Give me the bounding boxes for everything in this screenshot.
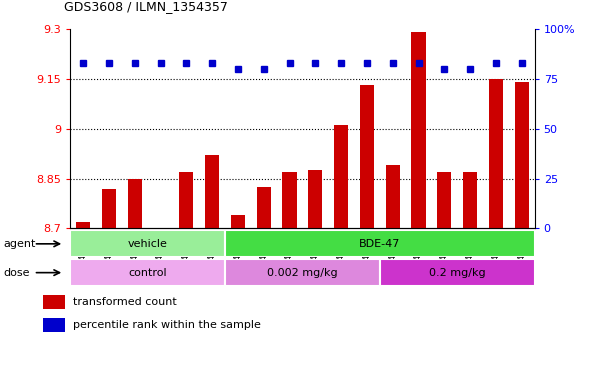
Bar (257, 187, 271, 228)
Bar (43, 318, 65, 332)
Text: BDE-47: BDE-47 (359, 239, 401, 249)
Bar (360, 85, 374, 228)
Bar (205, 155, 219, 228)
Bar (411, 32, 426, 228)
Text: dose: dose (3, 268, 29, 278)
Bar (231, 215, 245, 228)
Bar (282, 172, 297, 228)
Text: transformed count: transformed count (73, 297, 177, 307)
Bar (225, 230, 535, 257)
Bar (437, 172, 452, 228)
Bar (334, 125, 348, 228)
Bar (70, 230, 225, 257)
Bar (179, 172, 194, 228)
Bar (43, 295, 65, 309)
Bar (514, 82, 529, 228)
Bar (102, 189, 116, 228)
Bar (70, 259, 225, 286)
Text: control: control (128, 268, 167, 278)
Text: vehicle: vehicle (128, 239, 167, 249)
Text: GDS3608 / ILMN_1354357: GDS3608 / ILMN_1354357 (64, 0, 228, 13)
Bar (380, 259, 535, 286)
Bar (489, 79, 503, 228)
Bar (463, 172, 477, 228)
Bar (128, 179, 142, 228)
Text: percentile rank within the sample: percentile rank within the sample (73, 320, 260, 330)
Bar (225, 259, 380, 286)
Bar (386, 165, 400, 228)
Text: 0.002 mg/kg: 0.002 mg/kg (267, 268, 338, 278)
Bar (76, 222, 90, 228)
Text: agent: agent (3, 239, 35, 249)
Bar (309, 170, 323, 228)
Text: 0.2 mg/kg: 0.2 mg/kg (429, 268, 486, 278)
